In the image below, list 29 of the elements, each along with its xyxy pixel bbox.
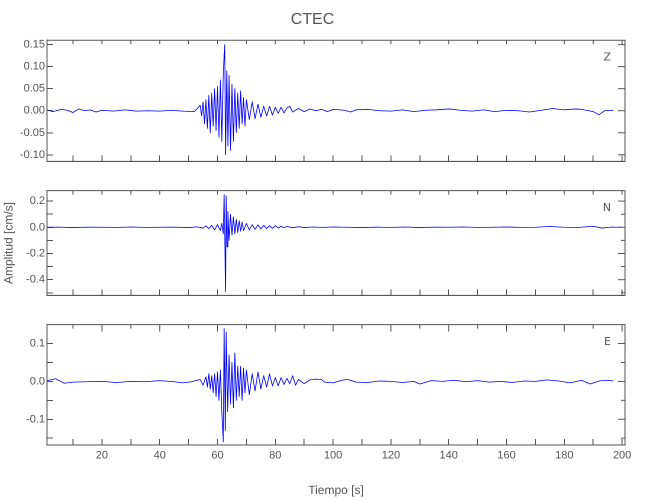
x-tick-label: 200 <box>612 450 632 462</box>
y-tick-label: 0.2 <box>30 195 45 208</box>
x-tick-label: 80 <box>269 450 282 462</box>
y-tick-label: 0.15 <box>24 38 45 51</box>
y-tick-label: -0.4 <box>26 274 45 286</box>
y-axis-title: Amplitud [cm/s] <box>2 202 16 284</box>
x-tick-label: 120 <box>382 450 400 462</box>
x-tick-label: 180 <box>555 450 574 462</box>
y-tick-label: -0.2 <box>26 248 45 260</box>
chart-title: CTEC <box>290 11 334 28</box>
y-tick-label: 0.1 <box>30 338 45 350</box>
x-tick-label: 160 <box>497 450 516 462</box>
y-tick-label: -0.1 <box>26 413 45 426</box>
x-tick-label: 40 <box>154 450 166 462</box>
x-tick-label: 140 <box>440 450 458 462</box>
y-tick-label: 0.0 <box>30 375 45 388</box>
y-tick-label: 0.0 <box>30 221 45 234</box>
y-tick-label: -0.05 <box>20 126 45 139</box>
text: E <box>604 334 612 348</box>
y-tick-label: 0.00 <box>24 104 45 117</box>
y-tick-label: 0.10 <box>24 60 45 73</box>
y-tick-label: 0.05 <box>24 82 45 95</box>
x-tick-label: 100 <box>324 450 342 462</box>
x-axis-title: Tiempo [s] <box>308 483 364 498</box>
text: Z <box>603 50 612 64</box>
y-tick-label: -0.10 <box>20 148 45 161</box>
x-tick-label: 60 <box>211 450 224 462</box>
x-tick-label: 20 <box>96 450 108 462</box>
series-label: N <box>602 200 611 214</box>
